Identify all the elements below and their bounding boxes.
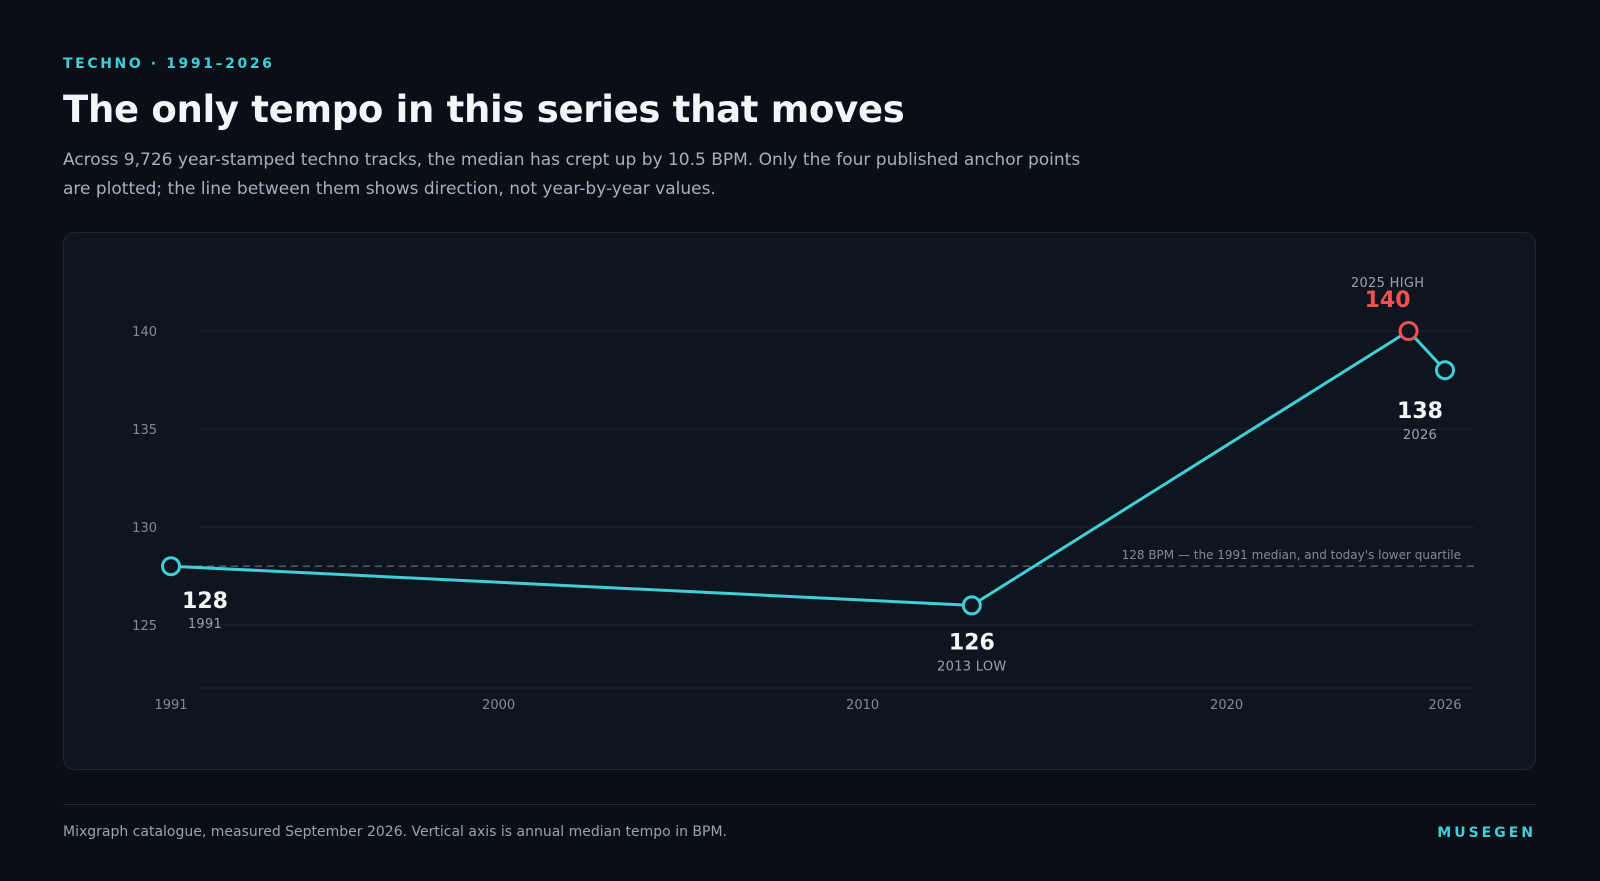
grid-layer: 125 130 135 140 1991 2000 2010 2020 2026 <box>132 325 1474 713</box>
data-sublabel-1991: 1991 <box>188 617 222 632</box>
line-chart: 125 130 135 140 1991 2000 2010 2020 2026 128 BPM… <box>132 276 1474 713</box>
eyebrow: TECHNO · 1991–2026 <box>63 56 275 72</box>
line-layer <box>169 329 1447 607</box>
data-point-2026 <box>1435 360 1455 381</box>
data-point-1991 <box>161 556 181 577</box>
page-subtitle: Across 9,726 year-stamped techno tracks,… <box>63 150 1081 199</box>
x-tick-label: 2000 <box>482 698 515 713</box>
footer-divider <box>63 804 1536 805</box>
x-tick-label: 2020 <box>1210 698 1243 713</box>
chart-card: 125 130 135 140 1991 2000 2010 2020 2026 128 BPM… <box>63 232 1536 770</box>
data-label-2025: 140 <box>1365 288 1411 313</box>
data-sublabel-2013: 2013 LOW <box>937 659 1006 674</box>
reference-layer: 128 BPM — the 1991 median, and today's l… <box>171 548 1474 567</box>
reference-line-label: 128 BPM — the 1991 median, and today's l… <box>1122 548 1461 562</box>
point-layer <box>161 321 1455 616</box>
y-tick-label: 140 <box>132 325 157 340</box>
y-tick-label: 125 <box>132 619 157 634</box>
y-tick-label: 135 <box>132 423 157 438</box>
series-line <box>169 329 1447 607</box>
y-tick-label: 130 <box>132 521 157 536</box>
x-tick-label: 1991 <box>154 698 187 713</box>
data-label-2026: 138 <box>1397 399 1443 424</box>
x-tick-label: 2026 <box>1428 698 1461 713</box>
brand-logo: MUSEGEN <box>1437 825 1536 841</box>
data-sublabel-2025: 2025 HIGH <box>1351 276 1424 291</box>
x-tick-label: 2010 <box>846 698 879 713</box>
data-point-2013 <box>961 595 982 616</box>
page-title: The only tempo in this series that moves <box>63 88 905 131</box>
data-label-1991: 128 <box>182 589 228 614</box>
source-note: Mixgraph catalogue, measured September 2… <box>63 824 727 840</box>
data-sublabel-2026: 2026 <box>1403 428 1437 443</box>
data-point-2025 <box>1398 321 1419 341</box>
data-label-2013: 126 <box>949 630 995 655</box>
